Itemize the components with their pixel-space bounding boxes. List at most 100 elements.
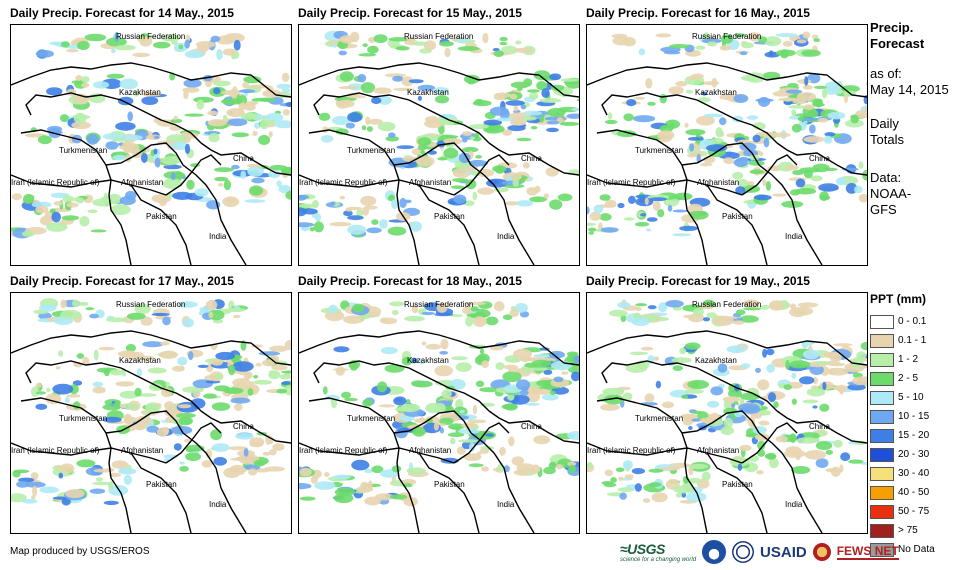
legend-swatch: [870, 390, 894, 405]
precip-cell: [259, 97, 276, 103]
precip-cell: [343, 210, 353, 217]
precip-cell: [495, 362, 505, 370]
precip-cell: [214, 373, 223, 380]
legend-item: 1 - 2: [870, 350, 965, 369]
precip-cell: [513, 348, 532, 360]
country-border: [601, 360, 778, 412]
precip-cell: [402, 156, 421, 162]
precip-cell: [699, 305, 714, 310]
precip-cell: [825, 468, 840, 473]
agency-logos: ≈USGS science for a changing world USAID…: [620, 538, 899, 566]
country-border: [11, 62, 291, 98]
country-label-kazakhstan: Kazakhstan: [695, 88, 737, 97]
country-border: [182, 432, 247, 533]
precip-map: Russian Federation Kazakhstan Turkmenistan…: [10, 292, 292, 534]
precip-cell: [170, 156, 179, 160]
country-label-iran: Iran (Islamic Republic of): [299, 446, 388, 455]
precip-cell: [360, 82, 376, 94]
precip-cell: [156, 427, 169, 437]
precip-cell: [600, 403, 620, 411]
precip-cell: [376, 381, 388, 393]
precip-cell: [65, 489, 85, 499]
precip-cell: [123, 134, 143, 141]
country-label-afghanistan: Afghanistan: [121, 446, 163, 455]
precip-cell: [453, 194, 467, 204]
precip-legend: PPT (mm) 0 - 0.1 0.1 - 1 1 - 2 2 - 5 5 - 10 1…: [870, 292, 965, 559]
precip-cell: [724, 417, 733, 429]
precip-cell: [802, 399, 819, 404]
precip-cell: [103, 500, 119, 505]
precip-cell: [539, 98, 562, 103]
precip-cell: [284, 385, 291, 396]
country-border: [299, 62, 579, 98]
precip-cell: [268, 131, 273, 138]
precip-cell: [773, 401, 779, 408]
precip-cell: [335, 128, 349, 135]
precip-cell: [819, 381, 834, 390]
precip-cell: [260, 118, 269, 130]
legend-label: 30 - 40: [898, 468, 930, 479]
precip-cell: [735, 186, 746, 195]
precip-cell: [628, 195, 636, 204]
precip-cell: [640, 213, 647, 217]
precip-cell: [253, 468, 271, 473]
precip-cell: [208, 311, 214, 319]
precip-cell: [367, 480, 373, 491]
precip-cell: [210, 429, 223, 441]
precip-cell: [480, 446, 495, 450]
precip-field: [587, 299, 867, 504]
precip-cell: [462, 146, 479, 153]
precip-cell: [46, 222, 68, 232]
precip-cell: [73, 197, 84, 203]
precip-cell: [441, 389, 452, 399]
precip-cell: [89, 488, 106, 494]
precip-cell: [752, 134, 761, 143]
legend-item: 5 - 10: [870, 388, 965, 407]
precip-cell: [338, 86, 360, 90]
precip-cell: [528, 92, 539, 100]
precip-cell: [112, 154, 127, 161]
precip-cell: [696, 115, 715, 126]
precip-cell: [58, 350, 63, 357]
precip-cell: [406, 36, 415, 43]
usaid-seal-icon: [732, 541, 755, 563]
precip-cell: [571, 371, 579, 382]
precip-cell: [642, 498, 651, 503]
precip-cell: [829, 352, 842, 363]
precip-cell: [72, 299, 80, 308]
precip-cell: [529, 196, 548, 203]
precip-cell: [119, 390, 139, 399]
country-border: [758, 164, 823, 265]
precip-cell: [803, 169, 813, 179]
precip-cell: [35, 50, 54, 58]
precip-cell: [835, 177, 847, 186]
precip-cell: [684, 342, 701, 350]
precip-cell: [141, 96, 159, 105]
country-label-pakistan: Pakistan: [722, 212, 753, 221]
precip-cell: [496, 117, 515, 122]
precip-cell: [412, 380, 433, 388]
precip-cell: [475, 380, 485, 387]
precip-cell: [485, 433, 494, 437]
precip-cell: [281, 381, 291, 386]
precip-cell: [162, 178, 183, 190]
precip-cell: [655, 33, 672, 38]
precip-cell: [527, 89, 540, 93]
precip-map: Russian Federation Kazakhstan Turkmenistan…: [298, 292, 580, 534]
precip-cell: [162, 197, 169, 202]
precip-cell: [232, 361, 254, 372]
precip-cell: [115, 381, 135, 387]
precip-cell: [462, 137, 468, 143]
precip-cell: [290, 76, 291, 78]
precip-cell: [560, 78, 579, 82]
panel-title: Daily Precip. Forecast for 16 May., 2015: [586, 6, 810, 20]
precip-cell: [333, 346, 350, 353]
forecast-panel-1: Daily Precip. Forecast for 14 May., 2015…: [10, 6, 292, 266]
precip-cell: [522, 162, 530, 169]
precip-cell: [638, 48, 646, 56]
country-label-iran: Iran (Islamic Republic of): [587, 446, 676, 455]
precip-cell: [649, 197, 667, 202]
precip-cell: [817, 117, 828, 123]
precip-cell: [309, 227, 315, 232]
country-border: [165, 422, 222, 464]
